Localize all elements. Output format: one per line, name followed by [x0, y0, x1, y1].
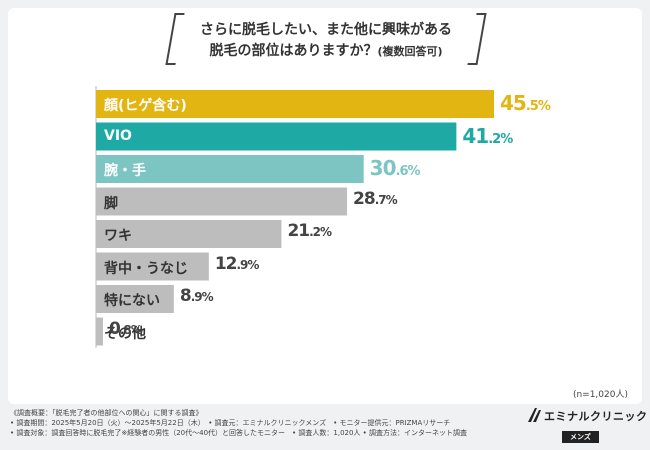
value-dec-0: .5%	[525, 99, 551, 114]
title-line-2: 脱毛の部位はありますか？(複数回答可)	[170, 40, 482, 60]
logo-mark-icon	[528, 408, 541, 422]
value-int-5: 12	[214, 253, 238, 274]
value-label-6: 8.9%	[179, 286, 214, 306]
bar-2	[96, 155, 364, 183]
value-dec-3: .7%	[374, 192, 398, 207]
bar-4	[96, 220, 282, 248]
value-dec-2: .6%	[395, 164, 421, 179]
category-label-0: 顔(ヒゲ含む)	[104, 98, 187, 114]
survey-footer: 《調査概要：「脱毛完了者の他部位への関心」に関する調査》 • 調査期間：2025…	[10, 408, 467, 438]
value-label-3: 28.7%	[353, 188, 398, 209]
bar-0	[96, 90, 494, 118]
value-int-1: 41	[462, 123, 489, 148]
bar-6	[96, 285, 174, 313]
value-dec-4: .2%	[309, 225, 332, 239]
value-label-0: 45.5%	[500, 91, 551, 115]
value-dec-7: .8%	[119, 322, 143, 337]
footer-line-1: 《調査概要：「脱毛完了者の他部位への関心」に関する調査》	[10, 409, 203, 417]
category-label-1: VIO	[104, 127, 132, 144]
category-label-7: その他	[104, 325, 146, 342]
value-int-6: 8	[179, 286, 192, 306]
value-dec-5: .9%	[236, 257, 260, 272]
footer-line-3: • 調査対象：調査回答時に脱毛完了※経験者の男性（20代～40代）と回答したモニ…	[10, 429, 468, 437]
bar-1	[96, 122, 457, 151]
category-label-3: 脚	[104, 195, 118, 212]
sample-size-note: (n=1,020人)	[572, 390, 628, 400]
chart-title: さらに脱毛したい、また他に興味がある 脱毛の部位はありますか？(複数回答可)	[165, 13, 487, 65]
value-label-4: 21.2%	[287, 221, 332, 241]
title-line-2-sub: (複数回答可)	[377, 45, 443, 58]
footer-line-2: • 調査期間：2025年5月20日（火）～2025年5月22日（木） • 調査元…	[10, 419, 451, 427]
value-int-3: 28	[353, 188, 376, 209]
logo-sub: メンズ	[562, 431, 599, 443]
value-dec-6: .9%	[190, 290, 214, 304]
value-int-7: 0	[108, 318, 121, 339]
bar-7	[96, 317, 103, 346]
title-line-1: さらに脱毛したい、また他に興味がある	[200, 22, 452, 38]
title-line-2-main: 脱毛の部位はありますか？	[209, 43, 378, 59]
category-label-5: 背中・うなじ	[104, 260, 188, 277]
category-label-4: ワキ	[104, 228, 132, 244]
logo-name: エミナルクリニック	[544, 410, 648, 423]
value-dec-1: .2%	[488, 131, 513, 147]
category-label-2: 腕・手	[104, 163, 146, 179]
value-int-2: 30	[369, 156, 397, 180]
value-label-7: 0.8%	[108, 318, 143, 339]
value-int-4: 21	[287, 221, 310, 241]
bar-3	[96, 187, 348, 216]
clinic-logo: エミナルクリニック メンズ	[528, 408, 648, 443]
category-label-6: 特にない	[104, 293, 160, 309]
bar-5	[96, 252, 209, 281]
value-int-0: 45	[500, 91, 527, 115]
value-label-2: 30.6%	[369, 156, 421, 180]
value-label-5: 12.9%	[214, 253, 260, 274]
value-label-1: 41.2%	[462, 123, 513, 148]
